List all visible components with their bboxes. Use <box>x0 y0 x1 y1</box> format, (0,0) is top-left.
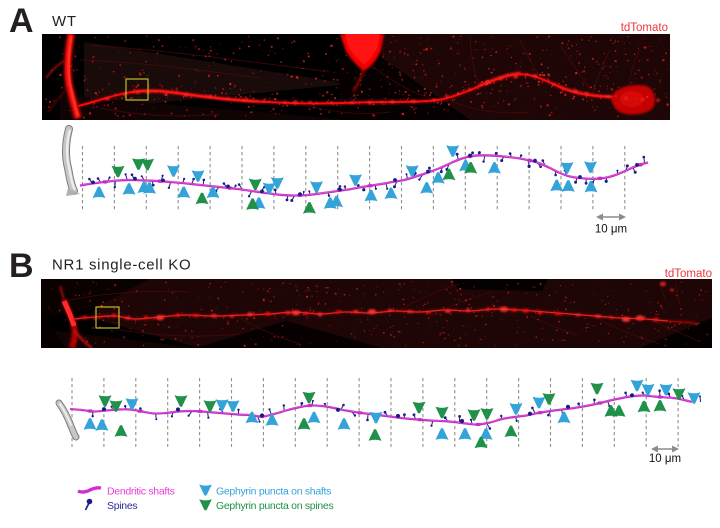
svg-text:NR1 single-cell KO: NR1 single-cell KO <box>52 257 191 274</box>
svg-text:Gephyrin puncta on spines: Gephyrin puncta on spines <box>216 500 333 512</box>
svg-text:10 μm: 10 μm <box>595 224 627 236</box>
svg-text:Spines: Spines <box>107 500 137 512</box>
svg-text:tdTomato: tdTomato <box>665 268 712 280</box>
svg-text:A: A <box>9 2 34 40</box>
svg-text:Gephyrin puncta on shafts: Gephyrin puncta on shafts <box>216 486 331 498</box>
svg-text:WT: WT <box>52 13 77 30</box>
svg-text:Dendritic shafts: Dendritic shafts <box>107 486 175 498</box>
svg-text:tdTomato: tdTomato <box>621 22 668 34</box>
svg-text:10 μm: 10 μm <box>649 453 681 465</box>
svg-text:B: B <box>9 247 34 285</box>
